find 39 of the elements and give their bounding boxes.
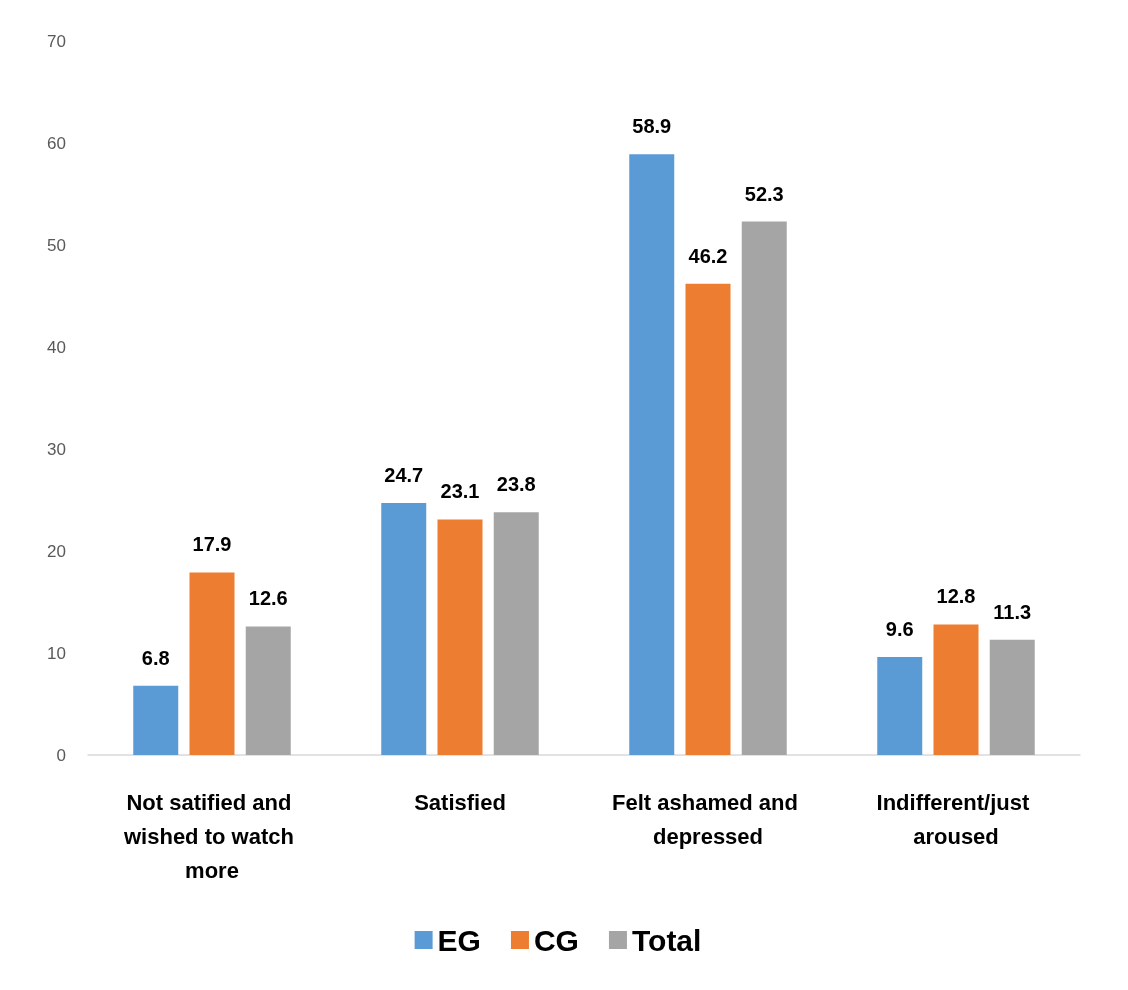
legend-label: CG [533,923,579,957]
x-tick-label: Felt ashamed and depressed [612,789,804,849]
x-tick-label: Indifferent/just aroused [876,789,1036,849]
y-tick-label: 70 [47,31,66,51]
x-tick-label: Satisfied [414,789,506,815]
y-tick-label: 40 [47,337,66,357]
data-label: 12.6 [248,587,288,610]
data-label: 12.8 [936,585,976,608]
bar [877,657,923,755]
data-label: 23.1 [440,480,480,503]
data-label: 6.8 [141,646,170,669]
data-label: 58.9 [632,115,672,138]
legend-label: EG [437,923,481,957]
data-label: 23.8 [496,473,536,496]
bar [437,519,483,755]
bar [381,503,427,755]
bar [685,283,731,755]
y-tick-label: 0 [56,745,66,765]
x-tick-label: Not satified and wished to watch more [122,789,301,883]
y-tick-label: 60 [47,133,66,153]
data-label: 24.7 [384,464,424,487]
y-tick-label: 20 [47,541,66,561]
y-tick-label: 30 [47,439,66,459]
bar [741,221,787,755]
y-tick-label: 10 [47,643,66,663]
bar [629,154,675,755]
bar [493,512,539,755]
data-label: 9.6 [885,618,914,641]
bar [933,624,979,755]
legend-label: Total [631,923,702,957]
data-label: 46.2 [688,244,728,267]
bar [189,572,235,755]
bar [989,639,1035,755]
data-label: 11.3 [993,600,1032,623]
data-label: 17.9 [192,533,232,556]
data-label: 52.3 [744,182,784,205]
bar [133,685,179,755]
bar [245,626,291,755]
y-tick-label: 50 [47,235,66,255]
